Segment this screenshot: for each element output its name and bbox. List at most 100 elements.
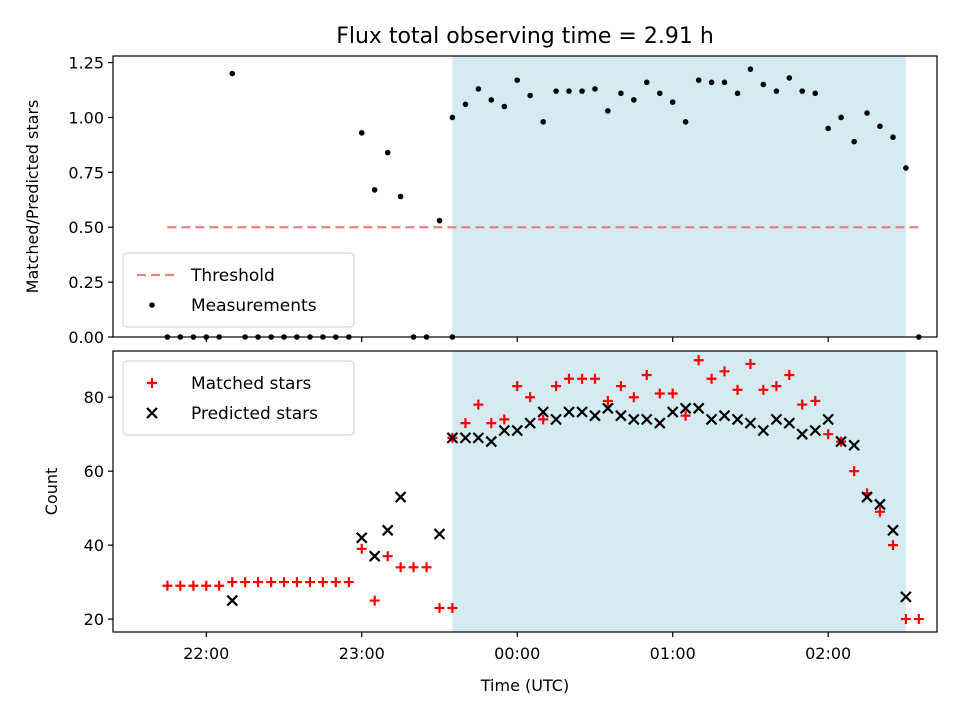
bottom-point-plus bbox=[162, 580, 173, 591]
bottom-point-plus bbox=[888, 540, 899, 551]
top-point-dot bbox=[462, 101, 469, 108]
bottom-point-plus bbox=[745, 358, 756, 369]
top-point-dot bbox=[851, 138, 857, 145]
bottom-point-x bbox=[744, 417, 757, 429]
bottom-point-plus bbox=[551, 381, 562, 392]
bottom-point-plus bbox=[214, 580, 225, 591]
top-point-dot bbox=[449, 114, 456, 121]
bottom-point-plus bbox=[434, 602, 445, 613]
bottom-y-tick-label: 20 bbox=[84, 610, 104, 629]
bottom-legend-label: Matched stars bbox=[191, 374, 311, 394]
bottom-point-x bbox=[770, 413, 783, 426]
bottom-point-x bbox=[731, 413, 744, 426]
bottom-point-x bbox=[589, 409, 601, 422]
bottom-point-plus bbox=[486, 418, 497, 429]
top-legend-swatch-dot bbox=[149, 302, 155, 308]
top-point-dot bbox=[812, 90, 819, 97]
top-point-dot bbox=[643, 79, 650, 86]
bottom-point-plus bbox=[693, 355, 704, 366]
top-point-dot bbox=[669, 99, 676, 105]
bottom-series-0 bbox=[162, 355, 924, 625]
bottom-point-x bbox=[848, 439, 860, 452]
top-legend-label: Measurements bbox=[191, 296, 317, 316]
top-point-dot bbox=[695, 77, 702, 83]
top-point-dot bbox=[890, 134, 896, 141]
top-point-dot bbox=[553, 88, 559, 94]
bottom-point-x bbox=[679, 402, 692, 415]
bottom-point-plus bbox=[188, 580, 199, 591]
bottom-point-x bbox=[640, 413, 653, 426]
bottom-point-plus bbox=[641, 370, 652, 381]
bottom-point-x bbox=[692, 402, 705, 415]
top-y-axis-label: Matched/Predicted stars bbox=[23, 100, 42, 294]
bottom-point-plus bbox=[849, 466, 860, 477]
bottom-point-plus bbox=[577, 373, 588, 384]
top-point-dot bbox=[760, 81, 767, 88]
bottom-point-plus bbox=[304, 577, 315, 588]
bottom-point-plus bbox=[654, 388, 665, 399]
bottom-point-plus bbox=[732, 384, 743, 395]
top-point-dot bbox=[501, 103, 508, 110]
top-y-tick-label: 1.00 bbox=[68, 108, 104, 127]
bottom-point-plus bbox=[343, 577, 354, 588]
x-axis-label: Time (UTC) bbox=[480, 676, 569, 695]
top-point-dot bbox=[358, 130, 365, 136]
bottom-point-plus bbox=[900, 614, 911, 625]
bottom-point-plus bbox=[266, 577, 277, 588]
bottom-point-plus bbox=[784, 370, 795, 381]
top-point-dot bbox=[877, 123, 883, 130]
bottom-point-x bbox=[226, 594, 239, 607]
bottom-legend: Matched stars Predicted stars bbox=[122, 360, 355, 436]
top-point-dot bbox=[682, 119, 689, 125]
bottom-point-x bbox=[550, 413, 562, 426]
top-point-dot bbox=[708, 79, 715, 86]
bottom-point-x bbox=[718, 409, 731, 422]
bottom-observing-window-span bbox=[452, 351, 906, 632]
bottom-point-plus bbox=[253, 577, 264, 588]
bottom-point-x bbox=[459, 432, 472, 444]
top-point-dot bbox=[656, 90, 663, 97]
bottom-point-x bbox=[433, 528, 446, 540]
bottom-point-x bbox=[446, 432, 459, 444]
top-axes-frame bbox=[112, 55, 938, 338]
bottom-point-x bbox=[355, 531, 368, 544]
chart-title: Flux total observing time = 2.91 h bbox=[336, 24, 714, 49]
bottom-point-plus bbox=[499, 414, 510, 425]
bottom-point-x bbox=[666, 406, 679, 418]
top-observing-window-span bbox=[452, 56, 906, 337]
bottom-point-plus bbox=[447, 602, 458, 613]
bottom-point-x bbox=[485, 435, 498, 448]
top-legend: Threshold Measurements bbox=[122, 252, 355, 328]
top-point-dot bbox=[903, 165, 909, 171]
bottom-point-x bbox=[394, 491, 407, 503]
bottom-point-plus bbox=[356, 543, 367, 554]
x-tick-label: 23:00 bbox=[339, 644, 385, 663]
bottom-point-x bbox=[887, 524, 899, 537]
top-point-dot bbox=[527, 92, 533, 99]
top-point-dot bbox=[436, 217, 443, 224]
bottom-point-plus bbox=[602, 395, 613, 406]
top-point-dot bbox=[773, 88, 780, 94]
bottom-point-x bbox=[783, 417, 796, 429]
bottom-point-x bbox=[615, 409, 627, 422]
bottom-y-tick-label: 80 bbox=[84, 388, 104, 407]
bottom-point-plus bbox=[473, 399, 484, 410]
top-y-tick-label: 0.75 bbox=[68, 163, 104, 182]
bottom-point-plus bbox=[279, 577, 290, 588]
bottom-point-plus bbox=[719, 366, 730, 377]
bottom-point-plus bbox=[823, 429, 834, 440]
bottom-point-plus bbox=[563, 373, 574, 384]
bottom-point-x bbox=[861, 491, 873, 503]
bottom-point-x bbox=[602, 402, 614, 415]
bottom-point-plus bbox=[421, 562, 432, 573]
top-point-dot bbox=[825, 125, 831, 132]
bottom-point-plus bbox=[538, 414, 549, 425]
top-point-dot bbox=[397, 193, 404, 200]
top-point-dot bbox=[514, 77, 521, 83]
top-point-dot bbox=[229, 70, 236, 77]
bottom-point-x bbox=[576, 406, 588, 418]
x-tick-label: 00:00 bbox=[494, 644, 540, 663]
top-legend-box bbox=[122, 252, 355, 328]
top-point-dot bbox=[721, 79, 728, 86]
bottom-point-plus bbox=[706, 373, 717, 384]
